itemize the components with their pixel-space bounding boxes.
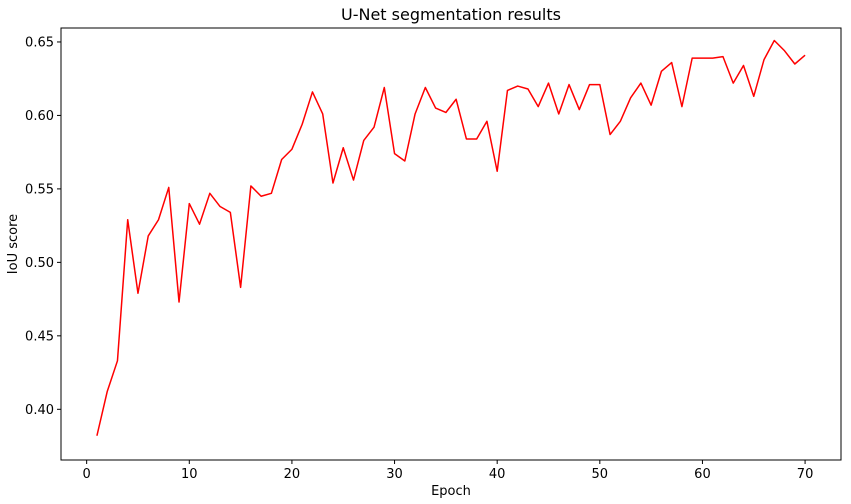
y-tick-label: 0.40 (25, 403, 54, 418)
y-axis-ticks: 0.40 0.45 0.50 0.55 0.60 0.65 (25, 35, 61, 418)
x-tick-label: 40 (489, 467, 506, 482)
series-line-0 (96, 39, 806, 436)
x-tick-label: 30 (386, 467, 403, 482)
x-tick-label: 0 (83, 467, 91, 482)
x-tick-label: 70 (797, 467, 814, 482)
series-layer (96, 39, 806, 436)
x-axis-ticks: 0 10 20 30 40 50 60 70 (83, 460, 814, 482)
y-tick-label: 0.50 (25, 256, 54, 271)
y-tick-label: 0.60 (25, 109, 54, 124)
x-tick-label: 10 (181, 467, 198, 482)
plot-area-frame (60, 27, 842, 461)
y-axis-label: IoU score (6, 214, 21, 274)
x-axis-label: Epoch (431, 484, 471, 499)
x-tick-label: 50 (592, 467, 609, 482)
y-tick-label: 0.65 (25, 35, 54, 50)
y-tick-label: 0.55 (25, 182, 54, 197)
y-tick-label: 0.45 (25, 329, 54, 344)
chart-title: U-Net segmentation results (341, 5, 561, 24)
x-tick-label: 20 (284, 467, 301, 482)
x-tick-label: 60 (694, 467, 711, 482)
